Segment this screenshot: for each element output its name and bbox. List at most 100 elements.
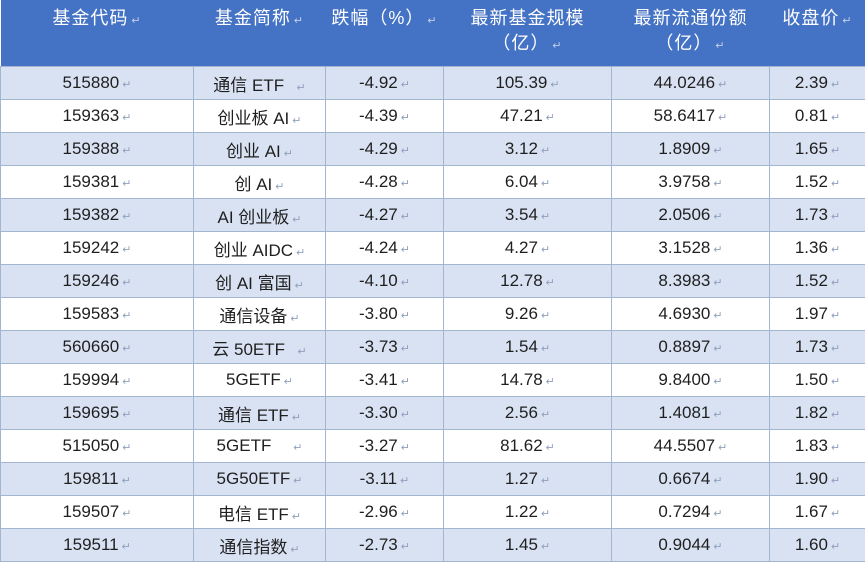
cell-value: 2.39 (795, 73, 828, 92)
return-mark-icon: ↵ (831, 211, 840, 223)
return-mark-icon: ↵ (122, 376, 131, 388)
cell-value: -4.92 (359, 73, 398, 92)
return-mark-icon: ↵ (541, 508, 550, 520)
close-price-cell: 1.36↵ (770, 232, 865, 265)
return-mark-icon: ↵ (831, 475, 840, 487)
return-mark-icon: ↵ (718, 112, 727, 124)
return-mark-icon: ↵ (400, 475, 409, 487)
cell-value: 44.0246 (654, 73, 715, 92)
circulating-shares-cell: 3.9758↵ (612, 166, 770, 199)
return-mark-icon: ↵ (831, 442, 840, 454)
fund-size-cell: 6.04↵ (444, 166, 612, 199)
cell-value: -4.10 (359, 271, 398, 290)
return-mark-icon: ↵ (292, 115, 301, 127)
column-header-fund-size: 最新基金规模（亿）↵ (444, 0, 612, 67)
table-row: 560660↵云 50ETF ↵-3.73↵1.54↵0.8897↵1.73↵ (1, 331, 865, 364)
fund-code-cell: 159381↵ (1, 166, 194, 199)
circulating-shares-cell: 58.6417↵ (612, 100, 770, 133)
return-mark-icon: ↵ (122, 541, 131, 553)
return-mark-icon: ↵ (541, 343, 550, 355)
cell-value: 1.73 (795, 205, 828, 224)
decline-pct-cell: -4.27↵ (326, 199, 444, 232)
cell-value: 1.90 (795, 469, 828, 488)
fund-name-cell: 创业 AIDC↵ (194, 232, 326, 265)
circulating-shares-cell: 0.6674↵ (612, 463, 770, 496)
circulating-shares-cell: 9.8400↵ (612, 364, 770, 397)
cell-value: 81.62 (500, 436, 543, 455)
return-mark-icon: ↵ (831, 112, 840, 124)
table-row: 159242↵创业 AIDC↵-4.24↵4.27↵3.1528↵1.36↵ (1, 232, 865, 265)
return-mark-icon: ↵ (293, 442, 302, 454)
return-mark-icon: ↵ (290, 313, 299, 325)
table-row: 159994↵5GETF↵-3.41↵14.78↵9.8400↵1.50↵ (1, 364, 865, 397)
cell-value: 5GETF (217, 436, 291, 455)
return-mark-icon: ↵ (401, 442, 410, 454)
cell-value: 159381 (63, 172, 120, 191)
cell-value: 159695 (63, 403, 120, 422)
cell-value: -4.24 (359, 238, 398, 257)
table-row: 159246↵创 AI 富国↵-4.10↵12.78↵8.3983↵1.52↵ (1, 265, 865, 298)
cell-value: -2.96 (359, 502, 398, 521)
cell-value: 通信设备 (219, 307, 287, 326)
fund-code-cell: 159811↵ (1, 463, 194, 496)
decline-pct-cell: -3.27↵ (326, 430, 444, 463)
decline-pct-cell: -4.29↵ (326, 133, 444, 166)
return-mark-icon: ↵ (713, 343, 722, 355)
table-row: 159811↵5G50ETF↵-3.11↵1.27↵0.6674↵1.90↵ (1, 463, 865, 496)
table-row: 159381↵创 AI↵-4.28↵6.04↵3.9758↵1.52↵ (1, 166, 865, 199)
return-mark-icon: ↵ (718, 442, 727, 454)
fund-name-cell: 创 AI 富国↵ (194, 265, 326, 298)
close-price-cell: 1.73↵ (770, 199, 865, 232)
cell-value: 14.78 (500, 370, 543, 389)
table-row: 159382↵AI 创业板↵-4.27↵3.54↵2.0506↵1.73↵ (1, 199, 865, 232)
document-page: 基金代码↵基金简称↵跌幅（%）↵最新基金规模（亿）↵最新流通份额（亿）↵收盘价↵… (0, 0, 865, 548)
fund-name-cell: 通信 ETF ↵ (194, 67, 326, 100)
cell-value: 3.12 (505, 139, 538, 158)
return-mark-icon: ↵ (401, 178, 410, 190)
cell-value: 0.81 (795, 106, 828, 125)
close-price-cell: 1.60↵ (770, 529, 865, 562)
circulating-shares-cell: 0.9044↵ (612, 529, 770, 562)
column-header-circulating-shares: 最新流通份额（亿）↵ (612, 0, 770, 67)
header-label: （亿） (492, 33, 549, 53)
fund-size-cell: 1.22↵ (444, 496, 612, 529)
return-mark-icon: ↵ (284, 376, 293, 388)
fund-code-cell: 560660↵ (1, 331, 194, 364)
return-mark-icon: ↵ (401, 112, 410, 124)
return-mark-icon: ↵ (713, 277, 722, 289)
cell-value: 1.82 (795, 403, 828, 422)
cell-value: 1.45 (505, 535, 538, 554)
fund-size-cell: 1.27↵ (444, 463, 612, 496)
cell-value: 3.1528 (658, 238, 710, 257)
cell-value: -3.30 (359, 403, 398, 422)
return-mark-icon: ↵ (122, 310, 131, 322)
cell-value: 4.6930 (658, 304, 710, 323)
cell-value: 3.54 (505, 205, 538, 224)
fund-size-cell: 81.62↵ (444, 430, 612, 463)
return-mark-icon: ↵ (546, 277, 555, 289)
cell-value: 159242 (63, 238, 120, 257)
table-row: 515880↵通信 ETF ↵-4.92↵105.39↵44.0246↵2.39… (1, 67, 865, 100)
return-mark-icon: ↵ (713, 541, 722, 553)
return-mark-icon: ↵ (401, 277, 410, 289)
decline-pct-cell: -3.30↵ (326, 397, 444, 430)
header-label: 基金简称 (215, 8, 291, 28)
table-row: 159511↵通信指数↵-2.73↵1.45↵0.9044↵1.60↵ (1, 529, 865, 562)
column-header-close-price: 收盘价↵ (770, 0, 865, 67)
fund-size-cell: 3.12↵ (444, 133, 612, 166)
cell-value: 电信 ETF (218, 505, 289, 524)
fund-size-cell: 14.78↵ (444, 364, 612, 397)
header-label: 基金代码 (52, 8, 128, 28)
decline-pct-cell: -2.96↵ (326, 496, 444, 529)
cell-value: 105.39 (495, 73, 547, 92)
cell-value: 12.78 (500, 271, 543, 290)
return-mark-icon: ↵ (713, 145, 722, 157)
cell-value: 9.26 (505, 304, 538, 323)
decline-pct-cell: -4.28↵ (326, 166, 444, 199)
fund-code-cell: 159363↵ (1, 100, 194, 133)
return-mark-icon: ↵ (831, 343, 840, 355)
cell-value: 1.4081 (658, 403, 710, 422)
return-mark-icon: ↵ (718, 79, 727, 91)
fund-code-cell: 159507↵ (1, 496, 194, 529)
header-label: （亿） (655, 33, 712, 53)
